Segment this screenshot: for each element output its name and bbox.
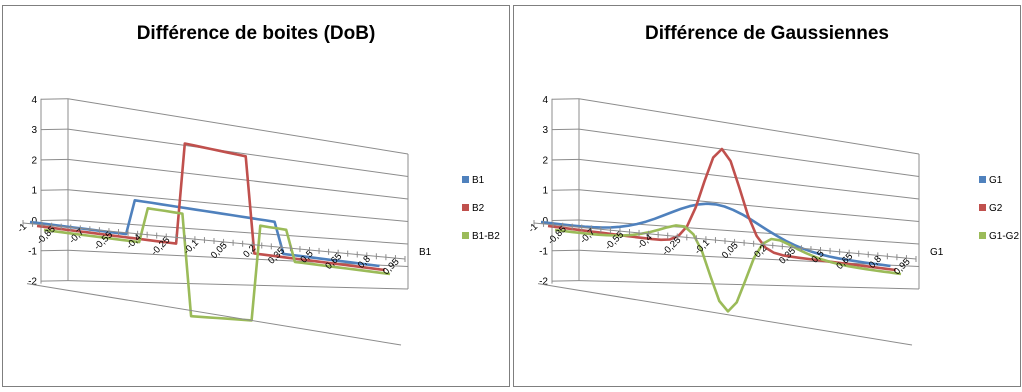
- legend-swatch: [979, 176, 986, 183]
- gridline: [578, 249, 920, 267]
- chart-title: Différence de boites (DoB): [136, 23, 376, 44]
- series-line: [36, 142, 385, 272]
- side-gridline: [40, 128, 69, 131]
- x-tick-label: 0,35: [266, 246, 287, 267]
- legend-label: G1-G2: [989, 231, 1020, 242]
- side-gridline: [551, 128, 580, 131]
- series-line: [554, 224, 902, 313]
- side-gridline: [40, 249, 69, 252]
- legend-item: G2: [979, 203, 1019, 215]
- legend-item: B1-B2: [462, 231, 500, 243]
- legend-swatch: [979, 232, 986, 239]
- y-tick-label: 4: [31, 95, 37, 106]
- legend-item: G1: [979, 175, 1019, 187]
- series-line: [540, 202, 891, 268]
- y-tick-label: 3: [31, 125, 37, 136]
- legend-label: B2: [472, 203, 485, 214]
- gridline: [67, 249, 409, 267]
- x-axis-title: G1: [930, 247, 944, 258]
- y-tick-label: 1: [31, 186, 37, 197]
- legend-item: G1-G2: [979, 231, 1019, 243]
- legend-swatch: [462, 204, 469, 211]
- gridline: [67, 158, 409, 200]
- side-gridline: [551, 219, 580, 221]
- floor-edge: [537, 283, 913, 346]
- side-gridline: [551, 98, 580, 100]
- x-tick-label: 0,65: [834, 251, 855, 272]
- chart-title: Différence de Gaussiennes: [645, 23, 889, 44]
- legend-swatch: [462, 232, 469, 239]
- legend-label: B1: [472, 175, 485, 186]
- side-gridline: [40, 98, 69, 100]
- side-gridline: [551, 249, 580, 252]
- gridline: [578, 98, 920, 155]
- legend-label: G1: [989, 175, 1003, 186]
- gridline: [578, 128, 920, 177]
- y-tick-label: -1: [539, 246, 548, 257]
- y-tick-label: -2: [539, 277, 548, 288]
- gridline: [67, 98, 409, 155]
- y-tick-label: 2: [542, 155, 548, 166]
- y-tick-label: 4: [542, 95, 548, 106]
- chart-legend: B1 B2 B1-B2: [462, 175, 500, 259]
- legend-label: B1-B2: [472, 231, 500, 242]
- gridline: [578, 189, 920, 222]
- gridline: [67, 280, 409, 290]
- side-gridline: [551, 189, 580, 191]
- side-gridline: [40, 219, 69, 221]
- side-gridline: [40, 280, 69, 282]
- chart-panel-dob: Différence de boites (DoB) -2 -1 0 1 2 3 4 -1 -0…: [2, 5, 510, 387]
- y-tick-label: -2: [28, 277, 37, 288]
- chart-panel-dog: Différence de Gaussiennes -2 -1 0 1 2 3 4 -1 -0,…: [513, 5, 1021, 387]
- y-tick-label: -1: [28, 246, 37, 257]
- series-line: [43, 207, 391, 322]
- legend-swatch: [979, 204, 986, 211]
- gridline: [67, 219, 409, 245]
- y-tick-label: 3: [542, 125, 548, 136]
- gridline: [67, 189, 409, 222]
- gridline: [578, 158, 920, 200]
- y-tick-label: 2: [31, 155, 37, 166]
- x-axis-title: B1: [419, 247, 432, 258]
- side-gridline: [551, 158, 580, 161]
- legend-item: B1: [462, 175, 500, 187]
- legend-swatch: [462, 176, 469, 183]
- floor-edge: [26, 283, 402, 346]
- chart-legend: G1 G2 G1-G2: [979, 175, 1019, 259]
- side-gridline: [551, 280, 580, 282]
- legend-item: B2: [462, 203, 500, 215]
- legend-label: G2: [989, 203, 1003, 214]
- side-gridline: [40, 189, 69, 191]
- side-gridline: [40, 158, 69, 161]
- gridline: [578, 280, 920, 290]
- y-tick-label: 1: [542, 186, 548, 197]
- gridline: [67, 128, 409, 177]
- x-tick-label: 0,2: [241, 243, 258, 260]
